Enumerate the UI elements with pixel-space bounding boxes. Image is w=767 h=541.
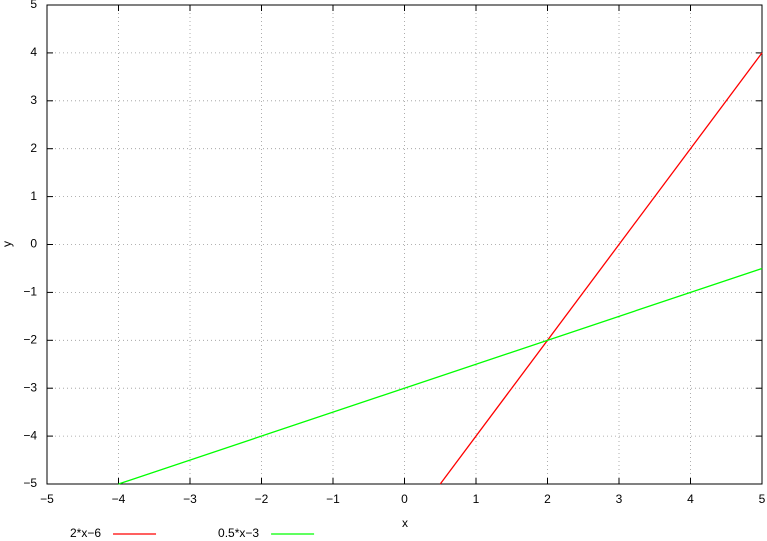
x-axis-label: x [402, 516, 408, 530]
legend-label: 2*x−6 [70, 526, 101, 540]
y-tick-label: 1 [30, 189, 37, 203]
x-tick-label: −4 [112, 492, 126, 506]
x-tick-label: −1 [326, 492, 340, 506]
x-tick-label: −2 [255, 492, 269, 506]
y-tick-label: −4 [23, 428, 37, 442]
series-line [118, 267, 763, 485]
x-tick-label: 2 [544, 492, 551, 506]
x-tick-label: −3 [183, 492, 197, 506]
x-tick-label: 3 [616, 492, 623, 506]
x-tick-label: 1 [473, 492, 480, 506]
y-tick-label: 4 [30, 45, 37, 59]
legend-label: 0.5*x−3 [218, 526, 259, 540]
y-tick-label: 2 [30, 141, 37, 155]
y-tick-label: 5 [30, 0, 37, 11]
x-tick-label: 0 [401, 492, 408, 506]
x-tick-label: −5 [40, 492, 54, 506]
y-tick-label: −1 [23, 285, 37, 299]
y-tick-label: −5 [23, 476, 37, 490]
x-tick-label: 4 [687, 492, 694, 506]
y-tick-label: −2 [23, 332, 37, 346]
y-tick-label: 3 [30, 93, 37, 107]
x-tick-label: 5 [759, 492, 766, 506]
series-line [439, 52, 763, 485]
y-tick-label: 0 [30, 237, 37, 251]
y-axis-label: y [0, 241, 14, 247]
y-tick-label: −3 [23, 380, 37, 394]
plot-frame [46, 4, 763, 485]
